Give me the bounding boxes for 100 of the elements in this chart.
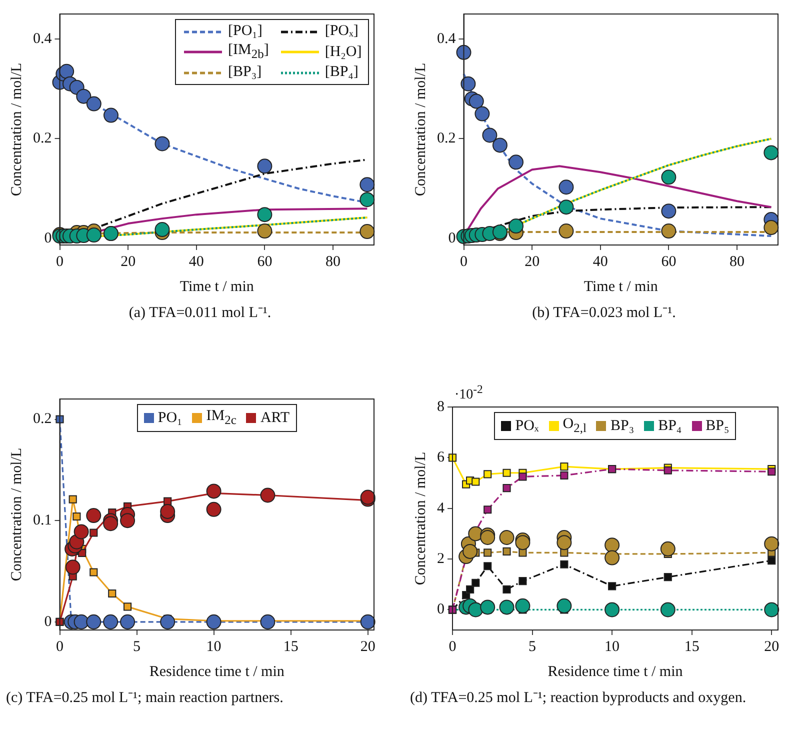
point: [515, 598, 530, 614]
legend-label: [H₂O]: [324, 44, 362, 60]
point: [502, 484, 511, 492]
x-tick-label: 80: [326, 254, 341, 270]
point: [558, 224, 574, 239]
point: [74, 524, 89, 540]
point: [661, 204, 676, 219]
text: ·10$^{-2}$: [454, 383, 483, 404]
point: [474, 106, 490, 122]
point: [492, 138, 508, 153]
point: [90, 528, 98, 537]
point: [764, 220, 779, 236]
legend-label: [POₓ]: [324, 23, 358, 40]
point: [206, 484, 222, 499]
line-series: [462, 72, 772, 238]
point: [154, 222, 170, 238]
legend-label: O$_{2,l}$: [562, 416, 586, 436]
y-tick-label: 0.1: [33, 512, 52, 529]
y-tick-label: 0: [44, 230, 52, 246]
point: [74, 614, 89, 630]
point: [86, 96, 102, 112]
point: [466, 585, 474, 594]
point: [108, 589, 116, 598]
y-tick-label: 6: [437, 450, 445, 466]
point: [260, 614, 276, 630]
y-tick-label: 0.2: [437, 130, 456, 147]
x-tick-label: 5: [133, 638, 141, 655]
point: [604, 538, 620, 553]
point: [103, 516, 118, 532]
legend-label: BP₃: [610, 418, 634, 434]
point: [518, 472, 527, 481]
point: [764, 536, 780, 552]
y-axis-title: Concentration / mol/L: [8, 448, 25, 582]
x-tick-label: 15: [684, 638, 700, 655]
y-tick-label: 0.2: [33, 411, 52, 428]
legend-label: ART: [260, 410, 290, 426]
point: [72, 512, 81, 521]
y-axis-title: Concentration / mol/L: [412, 62, 429, 196]
point: [484, 470, 492, 478]
point: [460, 76, 476, 92]
y-tick-label: 0.4: [33, 30, 52, 47]
point: [360, 614, 376, 630]
point: [206, 614, 222, 630]
text: (a) TFA=0.011 mol L⁻¹.: [128, 304, 272, 323]
point: [59, 64, 74, 79]
y-axis-title: Concentration / mol/L: [8, 62, 25, 196]
text: (c) TFA=0.25 mol L⁻¹; main reaction partners.: [6, 689, 284, 708]
point: [768, 468, 776, 476]
point: [664, 573, 672, 582]
x-tick-label: 20: [360, 638, 376, 655]
point: [360, 192, 375, 208]
point: [360, 177, 375, 192]
point: [508, 218, 524, 234]
x-axis-title: Time t / min: [584, 278, 658, 295]
x-axis-title: Residence time t / min: [548, 664, 684, 680]
y-tick-label: 0: [437, 602, 444, 618]
point: [484, 562, 492, 570]
x-tick-label: 0: [460, 254, 468, 270]
legend-label: BP₅: [706, 418, 730, 434]
x-tick-label: 10: [604, 638, 620, 655]
x-tick-label: 40: [188, 254, 204, 270]
legend-label: [BP₄]: [324, 64, 358, 81]
point: [499, 530, 514, 546]
legend-label: [PO₁]: [228, 23, 262, 40]
point: [56, 415, 64, 424]
point: [120, 614, 136, 630]
point: [123, 602, 132, 611]
y-tick-label: 2: [437, 550, 444, 567]
point: [764, 602, 780, 618]
point: [468, 602, 484, 618]
text: (b) TFA=0.023 mol L⁻¹.: [531, 304, 677, 323]
point: [661, 170, 676, 185]
point: [664, 466, 672, 474]
legend-label: PO₁: [158, 410, 182, 426]
x-tick-label: 40: [592, 254, 608, 270]
point: [502, 585, 511, 594]
x-tick-label: 60: [257, 254, 272, 270]
y-tick-label: 8: [437, 398, 444, 415]
x-tick-label: 0: [56, 254, 64, 270]
point: [103, 614, 118, 630]
x-tick-label: 20: [524, 254, 540, 270]
legend-label: IM$_{2c}$: [206, 408, 236, 428]
point: [660, 541, 676, 556]
point: [257, 158, 272, 174]
point: [257, 224, 272, 239]
point: [560, 471, 568, 480]
point: [604, 550, 620, 566]
point: [462, 544, 478, 559]
legend-label: POₓ: [515, 418, 539, 434]
point: [502, 468, 511, 477]
point: [260, 488, 276, 503]
y-tick-label: 0: [448, 230, 456, 246]
point: [160, 504, 176, 519]
point: [456, 44, 472, 60]
point: [558, 200, 574, 215]
point: [206, 502, 222, 517]
point: [103, 108, 118, 123]
point: [472, 578, 480, 587]
text: (d) TFA=0.25 mol L⁻¹; reaction byproducts and oxygen.: [410, 689, 748, 708]
point: [482, 128, 498, 143]
